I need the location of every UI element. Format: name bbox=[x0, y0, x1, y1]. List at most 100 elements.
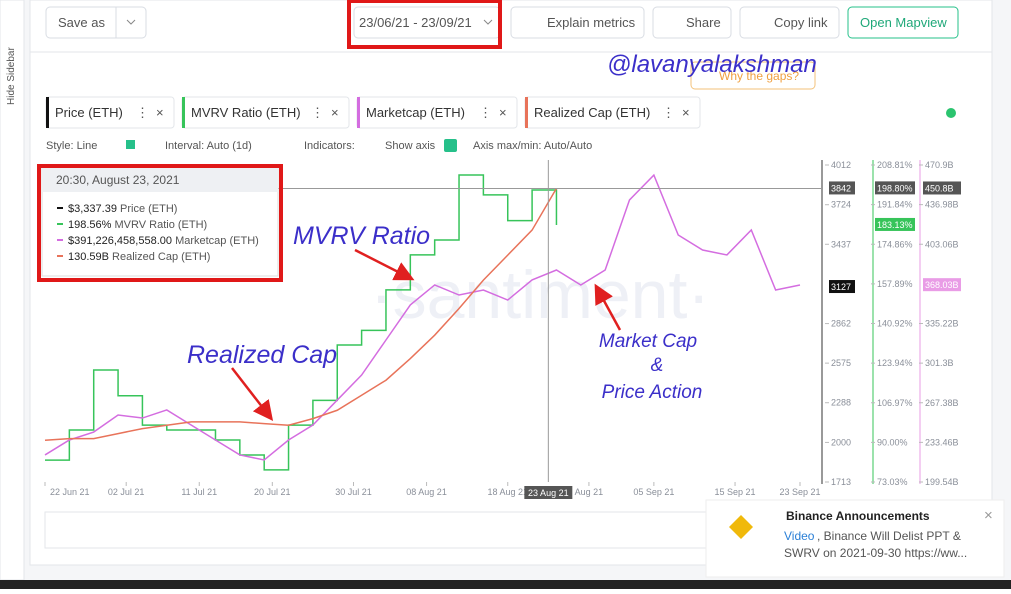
plot: 1713 2000 2288 2575 2862 3437 3724 4012 73.03% 90… bbox=[44, 160, 961, 499]
x-tick-label: Aug 21 bbox=[575, 487, 604, 497]
metric-name[interactable]: MVRV Ratio (ETH) bbox=[191, 105, 301, 120]
y-tick-label: 2575 bbox=[831, 358, 851, 368]
option[interactable]: Interval: Auto (1d) bbox=[165, 140, 252, 152]
tooltip-value: $3,337.39 bbox=[68, 203, 117, 215]
checkbox[interactable] bbox=[444, 139, 457, 152]
option[interactable]: Indicators: bbox=[304, 140, 355, 152]
y-tick-label: 4012 bbox=[831, 160, 851, 170]
sidebar bbox=[0, 0, 25, 581]
value-badge-label: 3127 bbox=[831, 282, 851, 292]
menu[interactable]: ⋮ bbox=[136, 105, 149, 120]
x-tick-label: 02 Jul 21 bbox=[108, 487, 145, 497]
remove[interactable]: × bbox=[331, 105, 339, 120]
menu[interactable]: ⋮ bbox=[662, 105, 675, 120]
options: Style: Line Interval: Auto (1d) Indicators… bbox=[46, 139, 592, 152]
tooltip-label: Marketcap (ETH) bbox=[175, 235, 259, 247]
y-tick-label: 140.92% bbox=[877, 319, 913, 329]
y-tick-label: 208.81% bbox=[877, 160, 913, 170]
notification-link[interactable]: Video bbox=[784, 529, 815, 543]
metric-name[interactable]: Realized Cap (ETH) bbox=[534, 105, 650, 120]
watermark: ·santiment· bbox=[370, 257, 710, 333]
value-badge bbox=[829, 181, 855, 195]
value-badge-label: 3842 bbox=[831, 183, 851, 193]
annotation: & bbox=[651, 355, 664, 376]
y-tick-label: 191.84% bbox=[877, 200, 913, 210]
option[interactable]: Show axis bbox=[385, 140, 436, 152]
metric-name[interactable]: Marketcap (ETH) bbox=[366, 105, 465, 120]
series-line bbox=[44, 187, 558, 442]
tooltip-value: $391,226,458,558.00 bbox=[68, 235, 172, 247]
tooltip-row: 198.56% MVRV Ratio (ETH) bbox=[68, 219, 207, 231]
x-tick-label: 22 Jun 21 bbox=[50, 487, 90, 497]
save-as[interactable]: Save as bbox=[58, 15, 105, 30]
y-tick-label: 2862 bbox=[831, 319, 851, 329]
option[interactable]: Axis max/min: Auto/Auto bbox=[473, 140, 592, 152]
option[interactable]: Style: Line bbox=[46, 140, 97, 152]
value-badge bbox=[875, 181, 915, 195]
sidebar-toggle[interactable]: Hide Sidebar bbox=[6, 47, 17, 105]
menu[interactable]: ⋮ bbox=[311, 105, 324, 120]
annotations: MVRV Ratio Realized Cap Market Cap & Price A… bbox=[187, 222, 702, 421]
crosshair-badge bbox=[524, 486, 573, 499]
save-as-button[interactable] bbox=[45, 6, 147, 39]
button[interactable] bbox=[652, 6, 732, 39]
notification-text: , Binance Will Delist PPT & bbox=[817, 529, 961, 543]
gaps-link[interactable]: Why the gaps? bbox=[719, 69, 799, 83]
button[interactable] bbox=[510, 6, 645, 39]
x-tick-label: 15 Sep 21 bbox=[715, 487, 756, 497]
tooltip-date: 20:30, August 23, 2021 bbox=[56, 173, 180, 187]
y-tick-label: 199.54B bbox=[925, 477, 959, 487]
series-line bbox=[45, 174, 558, 471]
y-tick-label: 403.06B bbox=[925, 239, 959, 249]
tooltip: 20:30, August 23, 2021 $3,337.39 Price (E… bbox=[37, 164, 283, 282]
y-tick-label: 1713 bbox=[831, 477, 851, 487]
remove[interactable]: × bbox=[682, 105, 690, 120]
metric-name[interactable]: Price (ETH) bbox=[55, 105, 123, 120]
button[interactable] bbox=[847, 6, 959, 39]
metric-color bbox=[46, 97, 49, 128]
close[interactable]: × bbox=[984, 507, 993, 524]
metric-color bbox=[525, 97, 528, 128]
tooltip-label: MVRV Ratio (ETH) bbox=[115, 219, 208, 231]
value-badge-label: 198.80% bbox=[877, 183, 913, 193]
taskbar bbox=[0, 580, 1011, 589]
color-swatch[interactable] bbox=[126, 140, 135, 149]
date-range[interactable]: 23/06/21 - 23/09/21 bbox=[359, 15, 472, 30]
metric-color bbox=[357, 97, 360, 128]
button-label[interactable]: Copy link bbox=[774, 15, 828, 30]
handle: @lavanyalakshman bbox=[607, 51, 817, 78]
chevron bbox=[483, 19, 493, 25]
tooltip-value: 198.56% bbox=[68, 219, 112, 231]
annotation: Realized Cap bbox=[187, 341, 337, 369]
x-tick-label: 05 Sep 21 bbox=[633, 487, 674, 497]
x-tick-label: 23 Sep 21 bbox=[779, 487, 820, 497]
arrow bbox=[354, 248, 415, 281]
binance-logo bbox=[729, 515, 753, 539]
value-badge bbox=[923, 278, 961, 292]
button-label[interactable]: Open Mapview bbox=[860, 15, 947, 30]
remove[interactable]: × bbox=[156, 105, 164, 120]
notification[interactable] bbox=[705, 499, 1005, 578]
annotation: MVRV Ratio bbox=[293, 222, 430, 250]
live-dot bbox=[946, 108, 956, 118]
button-label[interactable]: Explain metrics bbox=[547, 15, 636, 30]
remove[interactable]: × bbox=[499, 105, 507, 120]
y-tick-label: 106.97% bbox=[877, 398, 913, 408]
x-tick-label: 18 Aug 21 bbox=[487, 487, 528, 497]
x-tick-label: 20 Jul 21 bbox=[254, 487, 291, 497]
button-label[interactable]: Share bbox=[686, 15, 721, 30]
navigator[interactable] bbox=[44, 511, 823, 549]
gaps-button[interactable] bbox=[690, 61, 816, 90]
y-tick-label: 2288 bbox=[831, 398, 851, 408]
metric-color bbox=[182, 97, 185, 128]
value-badge-label: 183.13% bbox=[877, 220, 913, 230]
chevron bbox=[126, 19, 136, 25]
button[interactable] bbox=[739, 6, 840, 39]
menu[interactable]: ⋮ bbox=[479, 105, 492, 120]
x-tick-label: 11 Jul 21 bbox=[181, 487, 217, 497]
y-tick-label: 267.38B bbox=[925, 398, 959, 408]
notification-title: Binance Announcements bbox=[786, 509, 930, 523]
y-tick-label: 2000 bbox=[831, 437, 851, 447]
notification-text: SWRV on 2021-09-30 https://ww... bbox=[784, 546, 967, 560]
